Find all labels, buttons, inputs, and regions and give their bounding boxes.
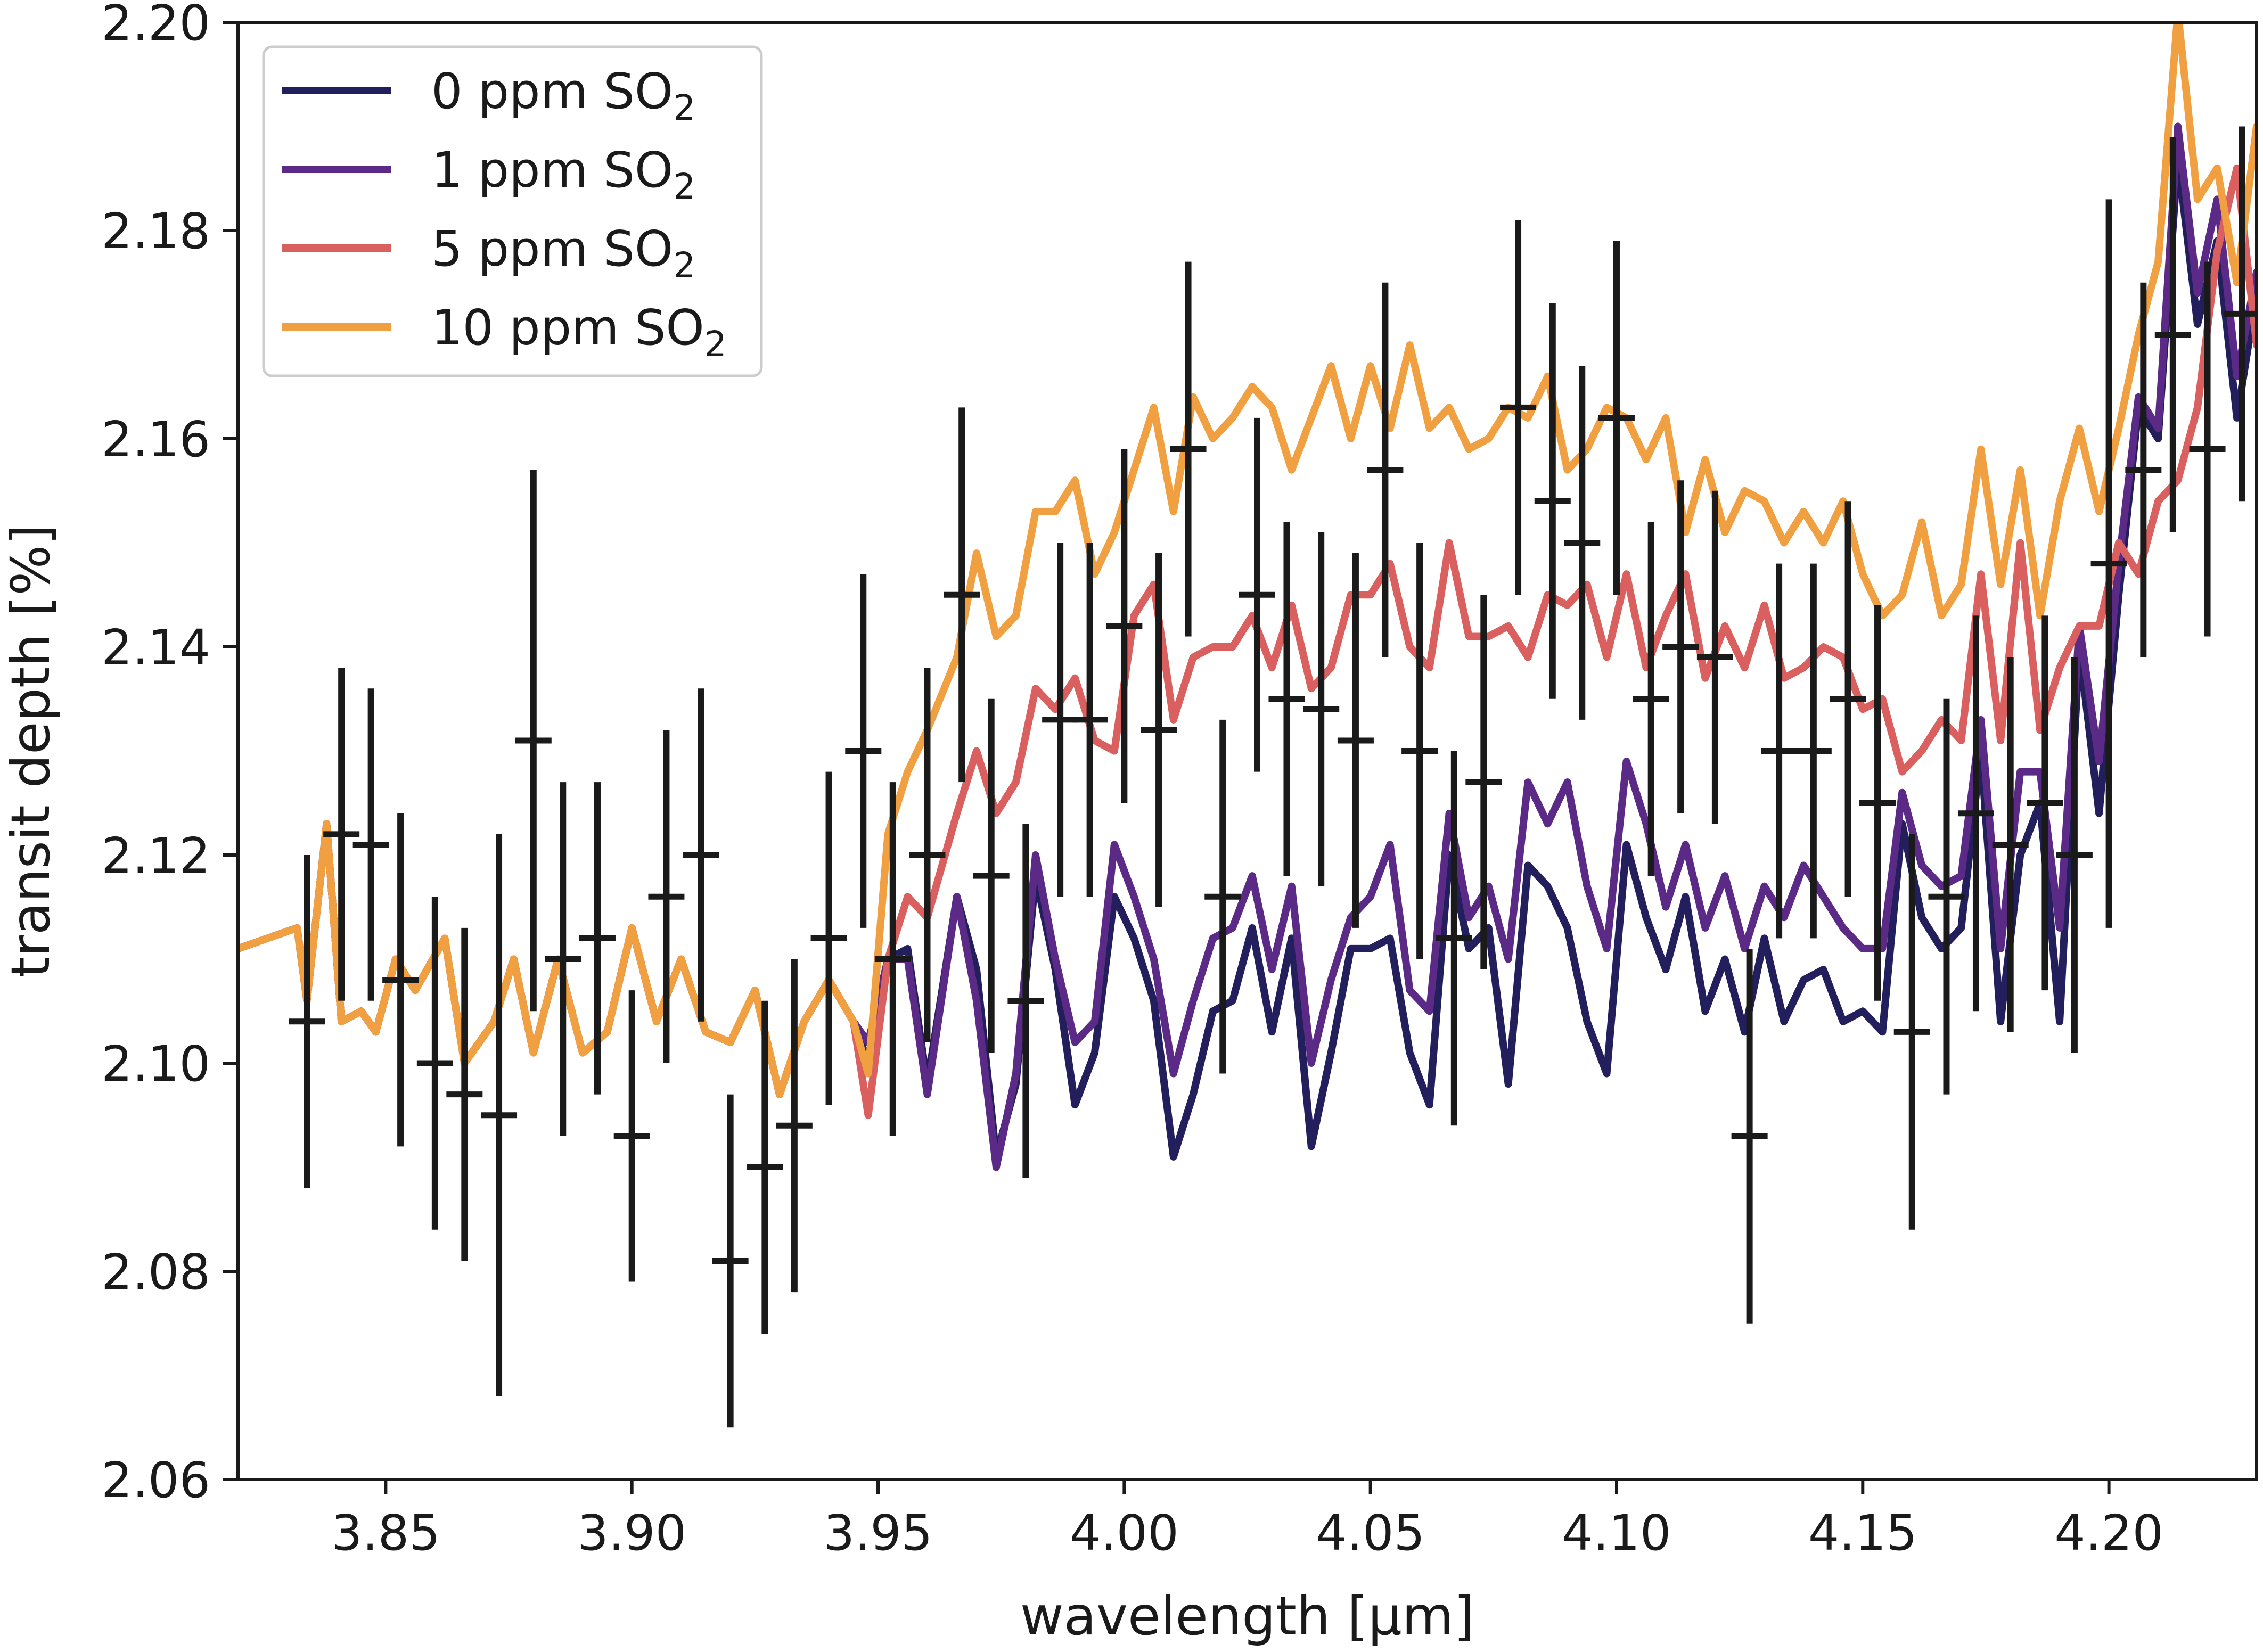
data-point-31 [1303,532,1340,886]
data-point-46 [1795,563,1832,939]
data-point-48 [1859,605,1896,1001]
data-point-35 [1436,751,1472,1126]
data-point-37 [1500,220,1537,595]
errorbar-layer [289,126,2257,1428]
x-tick-label: 4.15 [1808,1505,1917,1561]
data-point-21 [973,698,1010,1053]
series-line-3 [238,22,2257,1098]
x-tick-label: 4.20 [2054,1505,2163,1561]
data-point-26 [1141,553,1177,907]
data-point-8 [545,782,581,1136]
x-axis-title: wavelength [μm] [1020,1585,1474,1647]
data-point-40 [1598,241,1635,595]
x-tick-label: 3.95 [824,1505,933,1561]
data-point-32 [1337,553,1374,928]
legend-box [262,45,763,377]
data-point-42 [1662,480,1699,813]
data-point-0 [289,855,325,1188]
data-point-4 [416,897,453,1230]
legend-label: 10 ppm SO2 [431,299,727,365]
y-tick-label: 2.14 [101,619,210,676]
data-point-5 [446,927,483,1261]
y-tick-label: 2.06 [101,1452,210,1509]
data-point-20 [944,407,980,783]
y-tick-label: 2.08 [101,1244,210,1301]
data-point-57 [2154,137,2191,532]
data-point-27 [1170,261,1207,637]
legend-item-2: 5 ppm SO2 [282,220,695,286]
data-point-43 [1696,490,1733,824]
data-point-49 [1893,834,1930,1230]
data-point-22 [1007,824,1044,1178]
x-tick-label: 3.85 [331,1505,440,1561]
x-tick-label: 3.90 [577,1505,686,1561]
data-point-59 [2224,126,2257,502]
x-tick-label: 4.05 [1316,1505,1425,1561]
data-point-45 [1761,563,1798,939]
legend-item-1: 1 ppm SO2 [282,142,695,207]
data-point-9 [579,782,616,1095]
data-point-58 [2189,261,2226,637]
x-tick-label: 4.00 [1070,1505,1179,1561]
data-point-29 [1239,417,1275,772]
data-point-11 [648,730,685,1063]
data-point-36 [1465,595,1502,970]
data-point-53 [2027,615,2063,991]
plot-frame [236,21,2258,1481]
data-point-2 [352,688,389,1001]
data-point-55 [2090,199,2127,928]
legend-item-0: 0 ppm SO2 [282,63,695,128]
legend-label: 0 ppm SO2 [431,63,695,128]
legend-item-3: 10 ppm SO2 [282,299,727,365]
data-point-52 [1992,657,2029,1032]
data-point-47 [1830,501,1866,897]
data-point-56 [2125,282,2162,657]
data-point-17 [845,574,882,928]
x-axis: 3.85 3.90 3.95 4.00 4.05 4.10 4.15 4.20 [331,1480,2163,1561]
data-point-24 [1071,543,1108,897]
data-point-15 [776,959,813,1293]
data-point-44 [1731,948,1768,1324]
data-point-25 [1106,449,1143,803]
data-point-39 [1564,366,1601,720]
data-point-3 [382,813,419,1147]
data-point-38 [1534,303,1571,699]
x-tick-label: 4.10 [1562,1505,1671,1561]
y-tick-label: 2.16 [101,411,210,468]
series-layer [238,22,2257,1171]
data-point-10 [613,990,650,1282]
data-point-54 [2056,657,2093,1053]
data-point-50 [1928,698,1965,1095]
data-point-18 [874,782,911,1136]
y-tick-label: 2.12 [101,827,210,884]
y-tick-label: 2.10 [101,1035,210,1092]
data-point-12 [683,688,719,1022]
y-axis: 2.06 2.08 2.10 2.12 2.14 2.16 2.18 2.20 [101,0,238,1509]
data-point-34 [1401,543,1438,959]
y-axis-title: transit depth [%] [0,524,62,978]
data-point-33 [1367,282,1404,657]
data-point-30 [1268,522,1305,876]
data-point-7 [515,470,552,1012]
legend-label: 1 ppm SO2 [431,142,695,207]
data-point-6 [481,834,518,1396]
y-tick-label: 2.18 [101,203,210,260]
y-tick-label: 2.20 [101,0,210,52]
data-point-1 [323,668,360,1001]
legend-label: 5 ppm SO2 [431,220,695,286]
data-point-28 [1204,719,1241,1074]
data-point-51 [1957,615,1994,1012]
data-point-41 [1633,522,1669,876]
data-point-16 [810,771,847,1105]
data-point-19 [909,668,946,1042]
legend: 0 ppm SO2 1 ppm SO2 5 ppm SO2 10 ppm SO2 [262,45,763,377]
data-point-13 [712,1094,749,1428]
data-point-14 [747,1000,783,1334]
